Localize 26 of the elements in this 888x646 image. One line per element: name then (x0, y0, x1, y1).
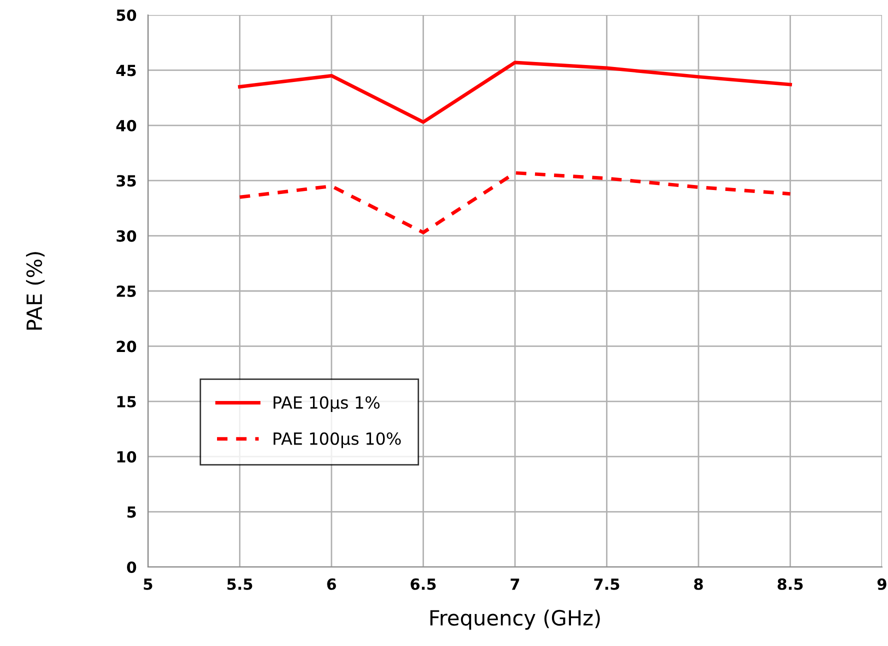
y-tick-label: 45 (116, 64, 136, 76)
y-tick-label: 10 (117, 451, 136, 463)
y-tick-label: 50 (116, 9, 136, 22)
x-tick-label: 6 (327, 578, 336, 590)
legend-label: PAE 10µs 1% (274, 396, 380, 412)
y-tick-label: 25 (116, 285, 136, 298)
y-tick-label: 5 (127, 506, 136, 518)
y-tick-label: 15 (117, 396, 136, 408)
y-axis-title: PAE (%) (26, 252, 45, 330)
y-tick-label: 0 (126, 561, 136, 574)
x-tick-label: 7.5 (594, 578, 620, 590)
line-series (238, 60, 792, 124)
x-tick-label: 6.5 (410, 578, 436, 590)
x-tick-label: 9 (877, 578, 886, 590)
x-tick-label: 8 (694, 578, 703, 590)
y-tick-label: 40 (116, 120, 136, 132)
line-series (238, 171, 792, 234)
x-tick-label: 7 (510, 578, 520, 590)
legend-label: PAE 100µs 10% (274, 432, 401, 448)
x-tick-label: 5.5 (227, 578, 252, 590)
x-tick-label: 8.5 (778, 578, 803, 590)
y-tick-label: 30 (116, 230, 136, 242)
y-tick-label: 35 (116, 175, 136, 187)
x-axis-title: Frequency (GHz) (430, 610, 600, 630)
x-tick-label: 5 (144, 578, 152, 590)
y-tick-label: 20 (116, 340, 136, 352)
